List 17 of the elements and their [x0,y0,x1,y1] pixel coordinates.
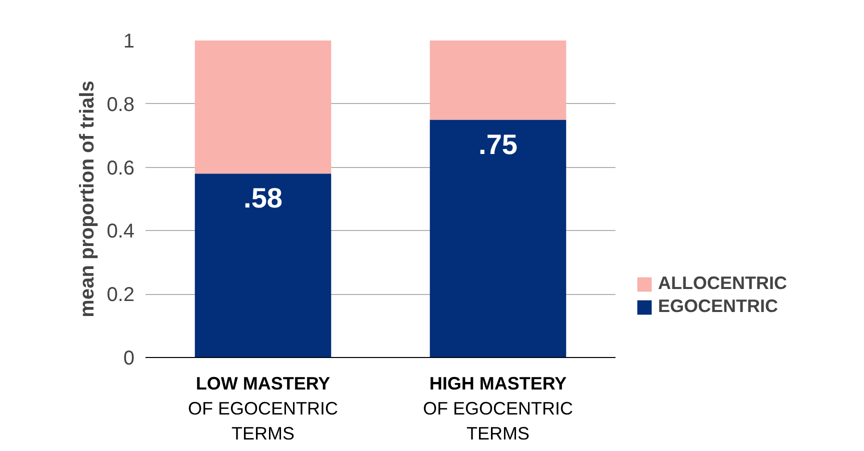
y-axis-title: mean proportion of trials [76,80,99,318]
y-tick-label: 0 [123,348,134,370]
legend-label: EGOCENTRIC [658,296,778,317]
y-tick-label: 0.8 [106,94,135,116]
y-tick-label: 0.6 [106,157,135,180]
legend-label: ALLOCENTRIC [658,273,787,294]
data-label: .75 [478,128,518,160]
bar [430,40,566,120]
x-tick-label: HIGH MASTERY OF EGOCENTRIC TERMS [423,374,574,444]
bar [194,174,332,358]
y-tick-label: 0.2 [106,284,135,306]
y-tick-label: 1 [123,30,134,52]
x-tick-label: LOW MASTERY OF EGOCENTRIC TERMS [188,374,338,444]
data-label: .58 [244,182,282,214]
bar [194,40,332,174]
y-tick-label: 0.4 [106,220,135,243]
bar [430,120,566,358]
